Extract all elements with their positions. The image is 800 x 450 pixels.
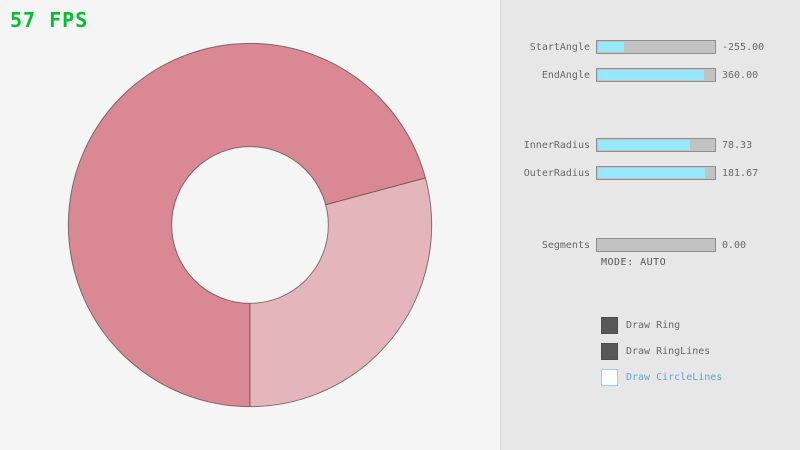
ring-inner-outline	[171, 146, 329, 304]
startangle-value: -255.00	[722, 41, 765, 53]
innerradius-label: InnerRadius	[523, 139, 590, 151]
innerradius-slider-fill	[598, 140, 691, 150]
startangle-slider[interactable]	[596, 40, 716, 54]
slider-row-startangle: StartAngle -255.00	[501, 40, 800, 54]
fps-counter: 57 FPS	[10, 8, 89, 32]
slider-row-segments: Segments 0.00	[501, 238, 800, 252]
draw-circlelines-checkbox-row[interactable]: Draw CircleLines	[601, 369, 722, 386]
ring-hole	[171, 146, 329, 304]
ring-start-line	[325, 177, 426, 206]
innerradius-value: 78.33	[722, 139, 753, 151]
slider-row-outerradius: OuterRadius 181.67	[501, 166, 800, 180]
draw-ringlines-checkbox[interactable]	[601, 343, 618, 360]
draw-ring-label: Draw Ring	[626, 320, 681, 331]
endangle-slider[interactable]	[596, 68, 716, 82]
slider-row-innerradius: InnerRadius 78.33	[501, 138, 800, 152]
draw-ringlines-label: Draw RingLines	[626, 346, 711, 357]
draw-circlelines-label: Draw CircleLines	[626, 372, 723, 383]
draw-circlelines-checkbox[interactable]	[601, 369, 618, 386]
segments-label: Segments	[541, 239, 590, 251]
endangle-slider-fill	[598, 70, 705, 80]
control-panel: StartAngle -255.00 EndAngle 360.00 Inner…	[500, 0, 800, 450]
endangle-value: 360.00	[722, 69, 759, 81]
endangle-label: EndAngle	[541, 69, 590, 81]
startangle-slider-fill	[598, 42, 624, 52]
draw-ring-checkbox[interactable]	[601, 317, 618, 334]
ring-chart	[67, 42, 433, 408]
outerradius-slider[interactable]	[596, 166, 716, 180]
segments-mode-text: MODE: AUTO	[601, 257, 667, 268]
ring-outer-outline	[67, 42, 433, 408]
draw-ring-checkbox-row[interactable]: Draw Ring	[601, 317, 680, 334]
startangle-label: StartAngle	[529, 41, 590, 53]
segments-value: 0.00	[722, 239, 747, 251]
outerradius-slider-fill	[598, 168, 706, 178]
slider-row-endangle: EndAngle 360.00	[501, 68, 800, 82]
segments-slider[interactable]	[596, 238, 716, 252]
innerradius-slider[interactable]	[596, 138, 716, 152]
draw-ringlines-checkbox-row[interactable]: Draw RingLines	[601, 343, 710, 360]
outerradius-label: OuterRadius	[523, 167, 590, 179]
outerradius-value: 181.67	[722, 167, 759, 179]
